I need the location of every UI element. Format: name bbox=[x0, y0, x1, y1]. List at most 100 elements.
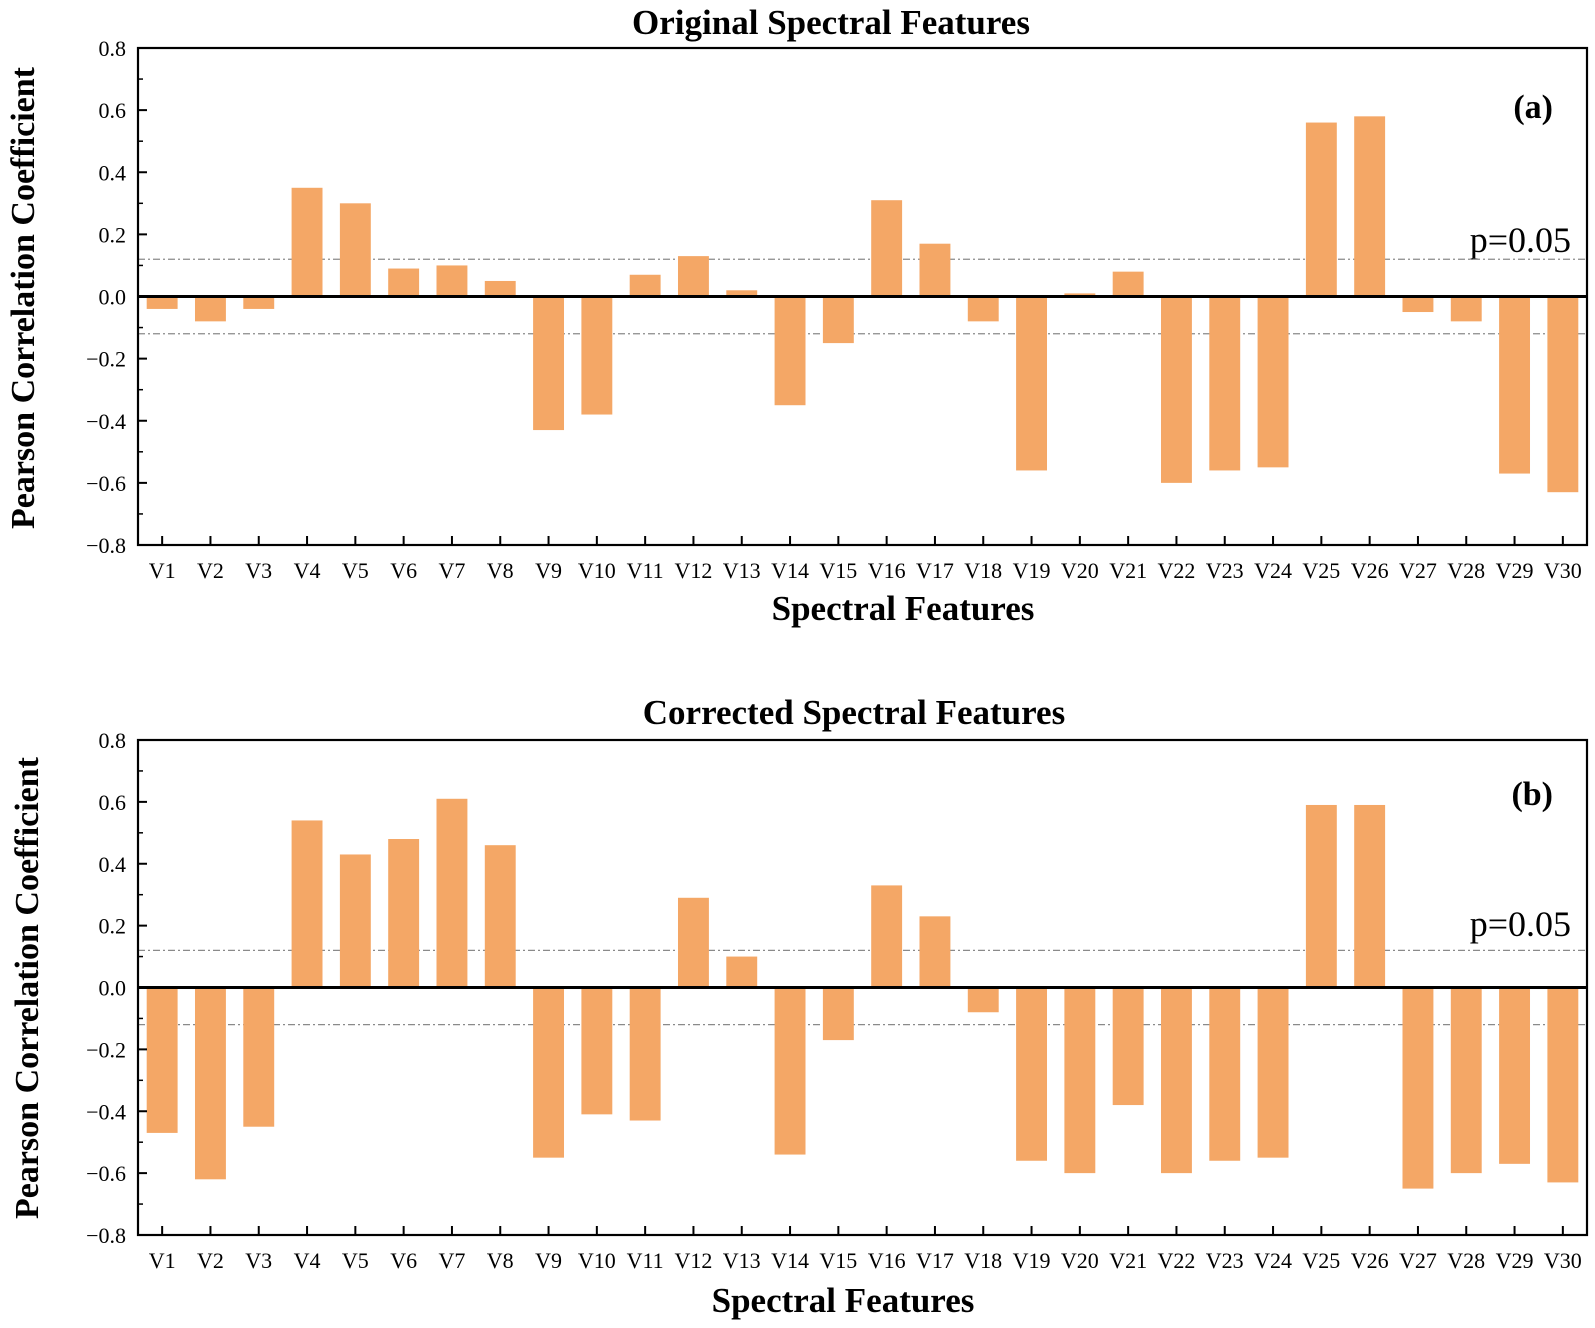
bar-v13 bbox=[726, 956, 758, 988]
panel-b: Corrected Spectral Features Pearson Corr… bbox=[9, 693, 1589, 1320]
x-tick-label: V14 bbox=[771, 558, 809, 583]
bar-v28 bbox=[1450, 296, 1482, 322]
x-tick-label: V4 bbox=[294, 1248, 321, 1273]
x-tick-label: V1 bbox=[149, 1248, 176, 1273]
x-tick-label: V14 bbox=[771, 1248, 809, 1273]
x-tick-label: V8 bbox=[487, 558, 514, 583]
bar-v2 bbox=[194, 296, 226, 322]
x-tick-label: V26 bbox=[1351, 1248, 1389, 1273]
bar-v30 bbox=[1547, 296, 1579, 493]
bar-v17 bbox=[919, 243, 951, 297]
bar-v16 bbox=[871, 885, 903, 988]
x-tick-label: V17 bbox=[916, 558, 954, 583]
bar-v5 bbox=[339, 203, 371, 297]
x-tick-label: V6 bbox=[390, 558, 417, 583]
bar-v19 bbox=[1016, 296, 1048, 471]
bar-v11 bbox=[629, 274, 661, 297]
y-tick-label: 0.2 bbox=[99, 914, 127, 939]
bar-v26 bbox=[1354, 116, 1386, 297]
bar-v26 bbox=[1354, 804, 1386, 988]
x-tick-label: V13 bbox=[723, 1248, 761, 1273]
x-tick-label: V7 bbox=[439, 558, 466, 583]
bar-v7 bbox=[436, 798, 468, 988]
x-tick-label: V22 bbox=[1158, 558, 1196, 583]
y-tick-label: 0.8 bbox=[99, 36, 127, 61]
x-tick-label: V8 bbox=[487, 1248, 514, 1273]
x-tick-label: V4 bbox=[294, 558, 321, 583]
bar-v4 bbox=[291, 820, 323, 988]
bar-v3 bbox=[243, 296, 275, 309]
x-tick-label: V27 bbox=[1399, 1248, 1437, 1273]
x-tick-label: V12 bbox=[675, 1248, 713, 1273]
panel-label: (b) bbox=[1511, 776, 1553, 813]
bar-v9 bbox=[533, 987, 565, 1158]
y-tick-label: 0.4 bbox=[99, 852, 127, 877]
bar-v23 bbox=[1209, 987, 1241, 1161]
bar-v10 bbox=[581, 987, 613, 1115]
y-tick-label: 0.0 bbox=[99, 285, 127, 310]
x-tick-label: V9 bbox=[535, 558, 562, 583]
bar-v24 bbox=[1257, 987, 1289, 1158]
x-tick-label: V27 bbox=[1399, 558, 1437, 583]
bar-v5 bbox=[339, 854, 371, 988]
bar-v27 bbox=[1402, 296, 1434, 313]
y-axis-label: Pearson Correlation Coefficient bbox=[5, 66, 42, 529]
bar-v24 bbox=[1257, 296, 1289, 468]
bar-v19 bbox=[1016, 987, 1048, 1161]
y-tick-label: −0.6 bbox=[86, 1161, 126, 1186]
bar-v22 bbox=[1160, 296, 1192, 483]
bar-v11 bbox=[629, 987, 661, 1121]
bar-v20 bbox=[1064, 293, 1096, 297]
x-tick-label: V22 bbox=[1158, 1248, 1196, 1273]
plot-area: 0.8 0.6 0.4 0.2 0.0 −0.2 −0.4 −0.6 −0.8 V1 V2 V3 V4 V… bbox=[86, 36, 1589, 583]
bar-v16 bbox=[871, 200, 903, 297]
x-tick-label: V30 bbox=[1544, 1248, 1582, 1273]
bar-v27 bbox=[1402, 987, 1434, 1189]
x-tick-label: V11 bbox=[627, 1248, 664, 1273]
y-tick-label: 0.4 bbox=[99, 160, 127, 185]
bar-v10 bbox=[581, 296, 613, 415]
bar-v7 bbox=[436, 265, 468, 297]
x-tick-label: V2 bbox=[197, 558, 224, 583]
x-tick-label: V29 bbox=[1496, 1248, 1534, 1273]
bar-v15 bbox=[822, 987, 854, 1041]
bar-v15 bbox=[822, 296, 854, 344]
x-tick-label: V15 bbox=[819, 558, 857, 583]
bar-v14 bbox=[774, 296, 806, 406]
bar-v6 bbox=[388, 268, 420, 297]
x-tick-label: V19 bbox=[1013, 1248, 1051, 1273]
x-tick-label: V16 bbox=[868, 558, 906, 583]
y-tick-label: −0.2 bbox=[86, 347, 126, 372]
x-tick-label: V15 bbox=[819, 1248, 857, 1273]
bar-v17 bbox=[919, 916, 951, 988]
significance-label: p=0.05 bbox=[1470, 220, 1571, 260]
y-tick-label: 0.2 bbox=[99, 222, 127, 247]
bar-v25 bbox=[1305, 804, 1337, 988]
chart-title: Corrected Spectral Features bbox=[643, 693, 1065, 732]
bar-v28 bbox=[1450, 987, 1482, 1174]
panel-label: (a) bbox=[1513, 89, 1553, 126]
x-tick-label: V20 bbox=[1061, 558, 1099, 583]
x-tick-label: V28 bbox=[1447, 558, 1485, 583]
x-tick-label: V16 bbox=[868, 1248, 906, 1273]
bar-v23 bbox=[1209, 296, 1241, 471]
bar-v6 bbox=[388, 839, 420, 988]
bar-v1 bbox=[146, 296, 178, 309]
y-tick-label: 0.0 bbox=[99, 976, 127, 1001]
x-tick-label: V1 bbox=[149, 558, 176, 583]
x-tick-label: V9 bbox=[535, 1248, 562, 1273]
bar-v12 bbox=[677, 256, 709, 297]
x-tick-label: V13 bbox=[723, 558, 761, 583]
y-tick-label: −0.4 bbox=[86, 1099, 126, 1124]
bar-v8 bbox=[484, 845, 516, 988]
x-tick-label: V18 bbox=[964, 1248, 1002, 1273]
y-tick-label: −0.4 bbox=[86, 409, 126, 434]
x-tick-label: V12 bbox=[675, 558, 713, 583]
bar-v8 bbox=[484, 280, 516, 297]
significance-label: p=0.05 bbox=[1470, 904, 1571, 944]
bar-v22 bbox=[1160, 987, 1192, 1174]
x-tick-label: V21 bbox=[1109, 1248, 1147, 1273]
y-axis-label: Pearson Correlation Coefficient bbox=[9, 756, 46, 1219]
x-tick-label: V23 bbox=[1206, 1248, 1244, 1273]
